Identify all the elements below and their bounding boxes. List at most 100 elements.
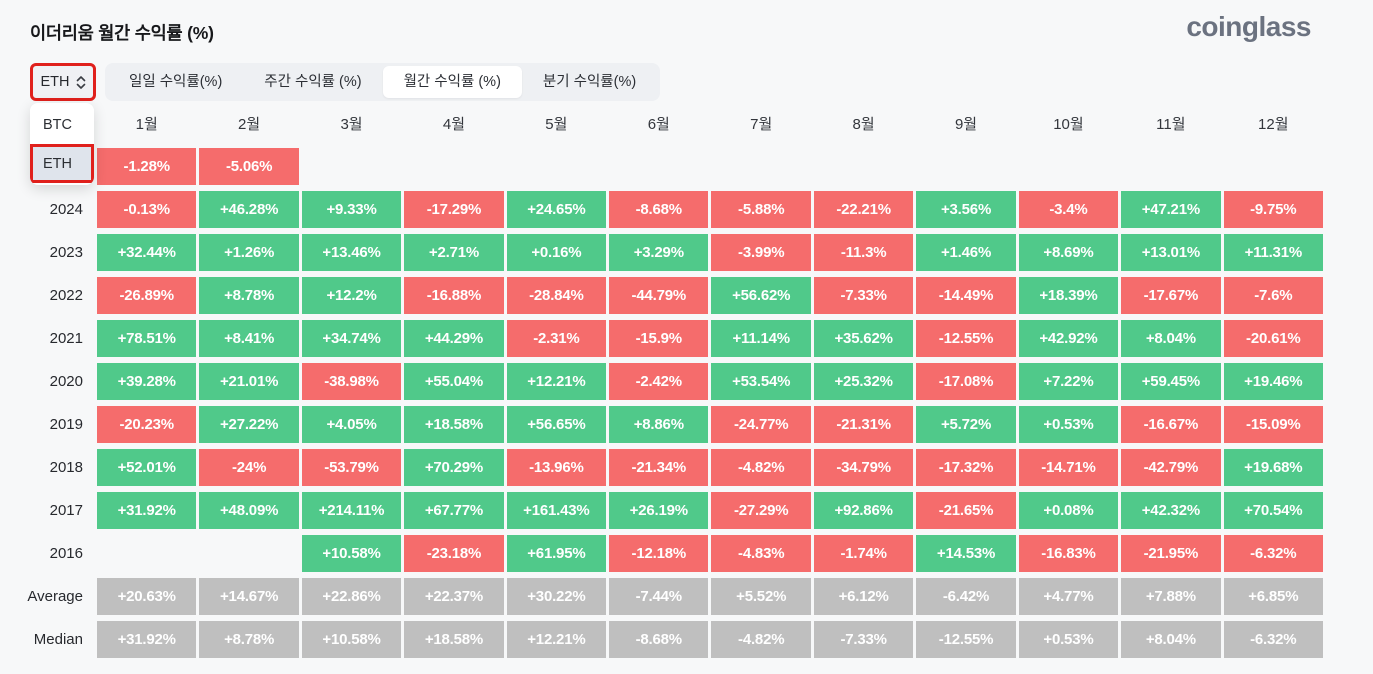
row-label: 2016 [49,545,83,562]
return-cell: -53.79% [301,449,402,486]
return-cell: -21.31% [813,406,914,443]
return-cell: +19.68% [1223,449,1323,486]
return-cell: +56.65% [506,406,607,443]
month-header: 8월 [852,115,875,133]
row-label: 2024 [49,201,83,218]
return-cell: +31.92% [97,621,197,658]
return-cell: +18.58% [404,406,504,443]
return-cell: -1.74% [813,535,914,572]
return-cell [1121,148,1220,185]
return-cell: +12.2% [301,277,402,314]
return-cell: +0.53% [1018,406,1119,443]
return-cell: -4.83% [711,535,811,572]
return-cell: +18.39% [1018,277,1119,314]
return-cell: +78.51% [97,320,197,357]
month-header: 10월 [1053,115,1084,133]
return-cell: +2.71% [404,234,504,271]
month-header: 1월 [135,115,158,133]
return-cell: +0.16% [506,234,607,271]
return-cell: +8.78% [199,277,299,314]
month-header: 12월 [1258,115,1289,133]
return-cell [1019,148,1118,185]
return-cell: -1.28% [97,148,197,185]
return-cell: +13.01% [1121,234,1221,271]
return-cell: -26.89% [97,277,197,314]
return-cell: +20.63% [97,578,197,615]
return-cell: +19.46% [1223,363,1323,400]
symbol-select-dropdown[interactable]: ETH [30,63,96,101]
return-cell: +31.92% [97,492,197,529]
row-label: 2022 [49,287,83,304]
return-cell: -13.96% [506,449,607,486]
month-header: 4월 [442,115,466,133]
return-cell: -21.65% [916,492,1016,529]
return-cell: +92.86% [813,492,914,529]
return-cell: +26.19% [609,492,709,529]
month-header: 6월 [647,115,670,133]
return-cell: -34.79% [813,449,914,486]
return-cell: +42.92% [1018,320,1119,357]
symbol-option-eth[interactable]: ETH [30,144,94,183]
return-cell: +70.54% [1223,492,1323,529]
return-cell: +10.58% [301,535,402,572]
return-cell: -8.68% [609,191,709,228]
return-cell: +30.22% [506,578,607,615]
return-cell: -7.33% [813,621,914,658]
return-cell [199,535,298,572]
returns-table: 1월 2월 3월 4월 5월 6월 7월 8월 9월 10월 11월 12월 -1.28% -5.06% 2… [27,104,1323,658]
return-cell: +35.62% [813,320,914,357]
row-label: 2019 [49,416,83,433]
return-cell: -20.23% [97,406,197,443]
return-cell: -6.32% [1223,535,1323,572]
return-cell: -5.06% [199,148,299,185]
tab-daily-returns[interactable]: 일일 수익률(%) [108,66,243,98]
return-cell: -17.67% [1121,277,1221,314]
return-cell: -7.44% [609,578,709,615]
symbol-option-btc[interactable]: BTC [30,105,94,144]
return-cell: -2.31% [506,320,607,357]
return-cell: +14.53% [916,535,1016,572]
return-cell: -14.49% [916,277,1016,314]
return-cell: +161.43% [506,492,607,529]
chevron-updown-icon [76,75,85,89]
month-header: 2월 [238,115,261,133]
month-header: 7월 [750,115,773,133]
return-cell: -27.29% [711,492,811,529]
return-cell: -16.67% [1121,406,1221,443]
return-cell: -16.88% [404,277,504,314]
return-cell: +6.85% [1223,578,1323,615]
tab-quarterly-returns[interactable]: 분기 수익률(%) [522,66,657,98]
return-cell: +25.32% [813,363,914,400]
return-cell: +70.29% [404,449,504,486]
return-cell: +1.46% [916,234,1016,271]
tab-weekly-returns[interactable]: 주간 수익률 (%) [243,66,382,98]
return-cell: +8.69% [1018,234,1119,271]
row-label: 2018 [49,459,83,476]
return-cell: -38.98% [301,363,402,400]
return-cell: +7.88% [1121,578,1221,615]
return-cell: -24% [199,449,299,486]
return-cell: +7.22% [1018,363,1119,400]
return-cell: +1.26% [199,234,299,271]
return-cell: -9.75% [1223,191,1323,228]
return-cell: -17.29% [404,191,504,228]
return-cell: +3.56% [916,191,1016,228]
return-cell: +8.04% [1121,621,1221,658]
month-header: 9월 [954,115,978,133]
return-cell: +46.28% [199,191,299,228]
return-cell: +11.31% [1223,234,1323,271]
return-cell [404,148,503,185]
return-cell: -7.33% [813,277,914,314]
return-cell [814,148,913,185]
tab-monthly-returns[interactable]: 월간 수익률 (%) [382,66,522,98]
return-cell: +52.01% [97,449,197,486]
return-cell: -22.21% [813,191,914,228]
return-cell: +27.22% [199,406,299,443]
return-cell: +67.77% [404,492,504,529]
return-cell: +39.28% [97,363,197,400]
return-cell: +8.86% [609,406,709,443]
return-cell: +42.32% [1121,492,1221,529]
return-cell: +34.74% [301,320,402,357]
return-cell [507,148,606,185]
